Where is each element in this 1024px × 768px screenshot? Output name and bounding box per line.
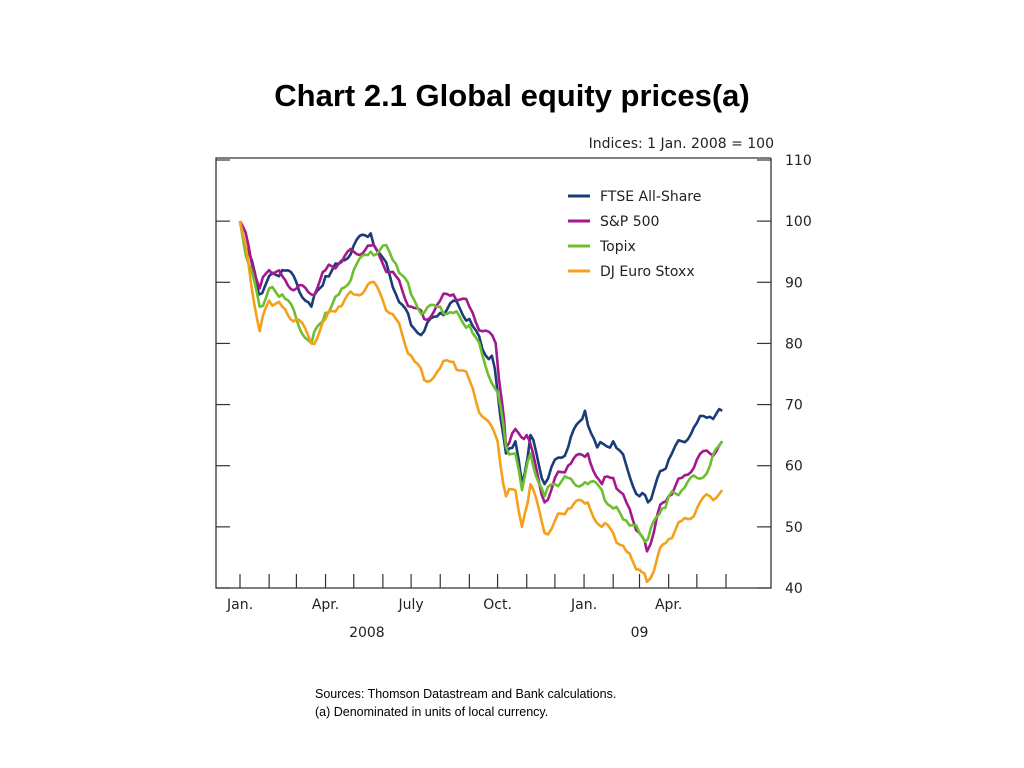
y-tick-label: 80 <box>785 336 803 352</box>
y-tick-label: 110 <box>785 153 812 169</box>
y-tick-label: 40 <box>785 581 803 597</box>
series-line-dj-euro-stoxx <box>238 220 724 584</box>
footnote: (a) Denominated in units of local curren… <box>315 705 549 719</box>
x-year-label: 2008 <box>349 625 385 641</box>
sources-note: Sources: Thomson Datastream and Bank cal… <box>315 687 617 701</box>
y-tick-label: 60 <box>785 459 803 475</box>
y-tick-label: 70 <box>785 398 803 414</box>
x-tick-label: Jan. <box>226 597 253 613</box>
legend-label: FTSE All-Share <box>600 189 701 205</box>
x-tick-label: Oct. <box>483 597 512 613</box>
y-axis: 40 50 60 70 80 90 100 110 <box>216 153 812 597</box>
x-year-label: 09 <box>631 625 649 641</box>
y-tick-label: 90 <box>785 275 803 291</box>
units-label: Indices: 1 Jan. 2008 = 100 <box>589 136 774 152</box>
x-axis: Jan. Apr. July Oct. Jan. Apr. 2008 09 <box>226 574 727 641</box>
y-tick-label: 50 <box>785 520 803 536</box>
slide-title: Chart 2.1 Global equity prices(a) <box>274 78 750 113</box>
x-tick-label: Jan. <box>570 597 597 613</box>
legend-label: S&P 500 <box>600 214 659 230</box>
x-tick-label: Apr. <box>655 597 682 613</box>
legend: FTSE All-Share S&P 500 Topix DJ Euro Stoxx <box>568 189 701 280</box>
legend-label: DJ Euro Stoxx <box>600 264 695 280</box>
chart-notes: Sources: Thomson Datastream and Bank cal… <box>315 685 616 721</box>
series-lines <box>238 220 724 584</box>
x-tick-label: July <box>397 597 423 613</box>
y-tick-label: 100 <box>785 214 812 230</box>
chart-frame <box>215 157 772 589</box>
series-line-topix <box>238 220 724 544</box>
x-tick-label: Apr. <box>312 597 339 613</box>
legend-label: Topix <box>599 239 636 255</box>
line-chart: Indices: 1 Jan. 2008 = 100 40 50 60 70 80 90 1… <box>215 136 812 641</box>
series-line-ftse-all-share <box>238 220 723 504</box>
plot-border <box>215 157 772 589</box>
